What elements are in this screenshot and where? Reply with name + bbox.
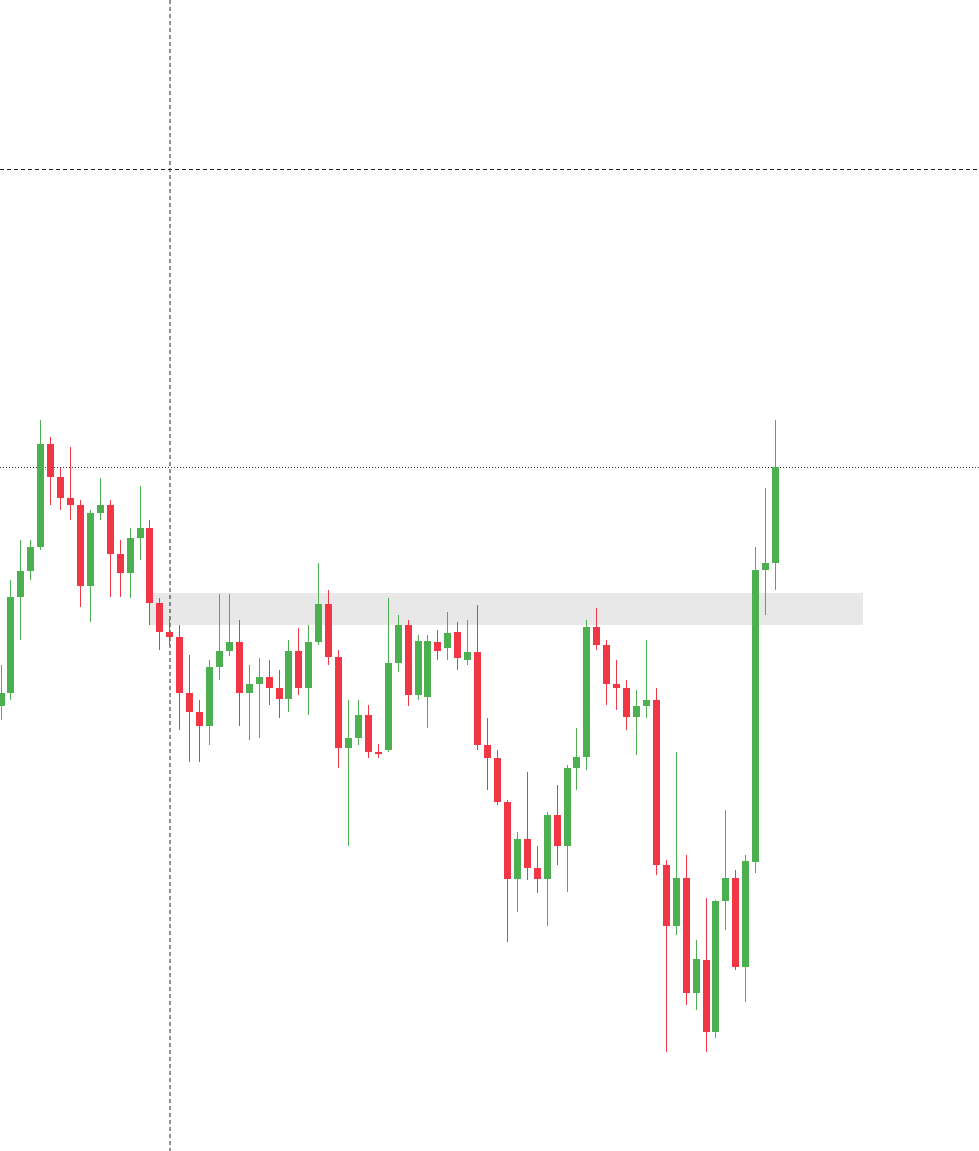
candle-body (156, 603, 163, 632)
candle-body (137, 528, 144, 538)
candle-body (772, 467, 779, 563)
candle-body (206, 667, 213, 726)
candle-body (474, 652, 481, 745)
candle-body (7, 597, 14, 693)
candle-body (564, 768, 571, 846)
candle-body (424, 641, 431, 697)
candle-body (37, 444, 44, 547)
candle-body (166, 632, 173, 637)
zone-highlight (150, 593, 863, 625)
candle-body (534, 868, 541, 879)
candle-body (256, 677, 263, 684)
candle-body (683, 878, 690, 993)
candle-body (643, 700, 650, 706)
candle-body (762, 563, 769, 570)
candle-body (216, 651, 223, 667)
candle-body (186, 693, 193, 712)
candle-body (603, 645, 610, 684)
candle-body (345, 738, 352, 748)
candle-body (196, 712, 203, 726)
candle-body (47, 444, 54, 477)
candle-body (17, 571, 24, 597)
candle-body (97, 505, 104, 513)
candle-body (77, 505, 84, 586)
candle-body (325, 604, 332, 657)
candle-body (57, 477, 64, 498)
candle-body (504, 802, 511, 879)
candle-body (712, 901, 719, 1032)
candle-body (722, 878, 729, 901)
candle-body (752, 570, 759, 862)
candle-body (365, 715, 372, 752)
candle-body (305, 642, 312, 688)
candle-body (613, 684, 620, 688)
candle-body (583, 627, 590, 757)
candle-body (276, 688, 283, 699)
candle-body (454, 632, 461, 658)
candle-body (375, 752, 382, 754)
candle-body (653, 700, 660, 865)
candle-body (127, 538, 134, 573)
candle-body (663, 865, 670, 926)
candle-body (554, 815, 561, 846)
candle-body (484, 745, 491, 758)
candle-body (633, 706, 640, 717)
candle-body (266, 677, 273, 688)
candle-body (335, 657, 342, 748)
candle-body (87, 513, 94, 586)
candle-body (573, 757, 580, 768)
candle-body (544, 815, 551, 879)
candle-body (623, 688, 630, 717)
candle-body (27, 547, 34, 571)
candle-body (355, 715, 362, 738)
candle-body (494, 758, 501, 802)
candle-body (703, 960, 710, 1032)
candle-body (385, 663, 392, 750)
candle-body (0, 693, 5, 706)
candle-body (107, 505, 114, 554)
candle-body (464, 652, 471, 660)
candle-body (67, 498, 74, 505)
candle-body (444, 633, 451, 648)
candle-body (236, 642, 243, 693)
candle-body (415, 641, 422, 695)
candle-body (285, 651, 292, 699)
candle-body (295, 651, 302, 688)
candle-body (732, 878, 739, 967)
candle-body (226, 642, 233, 651)
candle-body (524, 839, 531, 868)
candle-body (742, 861, 749, 967)
candle-body (405, 625, 412, 695)
candle-body (693, 959, 700, 993)
candle-body (246, 684, 253, 693)
candle-body (434, 642, 441, 651)
candle-body (514, 839, 521, 879)
candle-body (673, 878, 680, 926)
candle-body (176, 637, 183, 693)
candle-body (315, 604, 322, 642)
candle-body (593, 627, 600, 645)
candle-body (117, 554, 124, 573)
candle-body (395, 625, 402, 663)
candle-body (146, 528, 153, 603)
